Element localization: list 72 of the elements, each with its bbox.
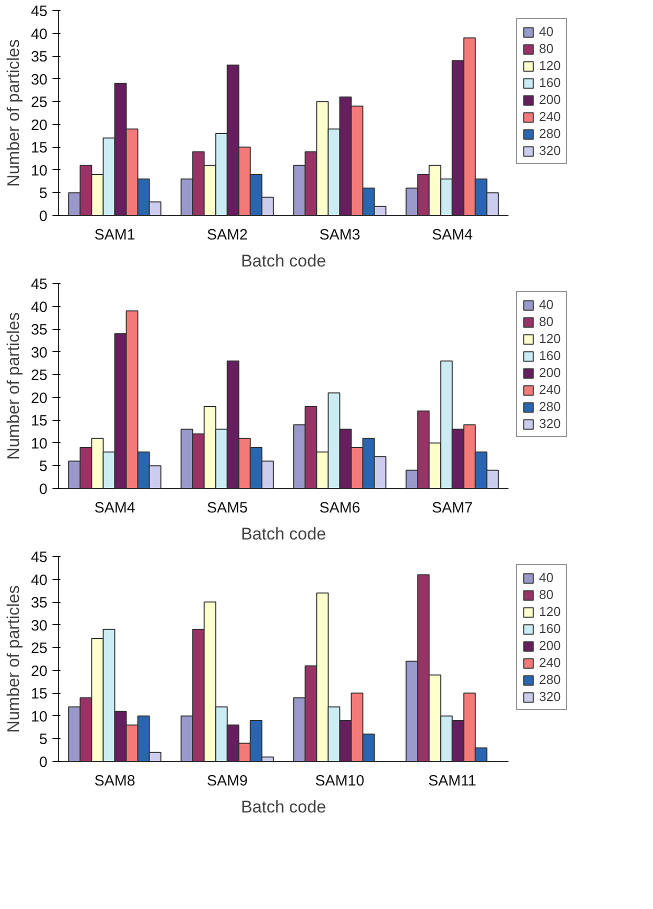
- legend-label: 160: [539, 75, 561, 90]
- y-tick-label: 45: [30, 3, 48, 20]
- y-tick-label: 25: [30, 94, 48, 112]
- legend-label: 280: [539, 126, 561, 141]
- y-tick-label: 5: [39, 185, 48, 202]
- y-tick-label: 5: [39, 731, 48, 748]
- legend-label: 320: [539, 689, 561, 704]
- x-tick-label: SAM9: [206, 772, 248, 790]
- legend-label: 40: [539, 24, 554, 39]
- y-tick-label: 25: [30, 640, 48, 658]
- legend-label: 240: [539, 109, 561, 124]
- legend-label: 40: [539, 297, 554, 312]
- legend-label: 80: [539, 314, 554, 329]
- y-axis-title: Number of particles: [4, 312, 23, 460]
- y-axis-title: Number of particles: [4, 39, 23, 187]
- x-tick-label: SAM8: [94, 772, 136, 790]
- x-tick-label: SAM7: [432, 500, 473, 516]
- y-tick-label: 10: [30, 162, 48, 180]
- x-tick-label: SAM2: [206, 226, 248, 244]
- y-axis-title: Number of particles: [4, 585, 23, 733]
- legend-label: 120: [539, 331, 561, 346]
- y-tick-label: 30: [30, 71, 48, 88]
- y-tick-label: 20: [30, 116, 48, 134]
- legend-label: 200: [539, 638, 561, 653]
- y-tick-label: 15: [30, 412, 48, 430]
- legend-label: 120: [539, 604, 561, 619]
- y-tick-label: 40: [30, 26, 48, 43]
- legend-label: 160: [539, 348, 561, 363]
- y-tick-label: 0: [39, 754, 48, 771]
- legend-label: 160: [539, 621, 561, 636]
- y-tick-label: 20: [30, 662, 48, 680]
- x-tick-label: SAM5: [206, 500, 248, 516]
- x-tick-label: SAM10: [315, 772, 364, 790]
- legend-label: 280: [539, 672, 561, 687]
- y-tick-label: 40: [30, 572, 48, 589]
- y-tick-label: 10: [30, 435, 48, 452]
- y-tick-label: 0: [39, 481, 48, 498]
- y-tick-label: 20: [30, 390, 48, 407]
- legend-label: 240: [539, 655, 561, 670]
- y-tick-label: 30: [30, 344, 48, 362]
- y-tick-label: 35: [30, 322, 48, 339]
- y-tick-label: 5: [39, 458, 48, 476]
- legend-label: 80: [539, 41, 554, 56]
- legend-label: 40: [539, 570, 554, 585]
- y-tick-label: 0: [39, 208, 48, 225]
- y-tick-label: 25: [30, 367, 48, 384]
- x-tick-label: SAM4: [94, 500, 136, 516]
- x-tick-label: SAM4: [432, 226, 473, 244]
- legend-label: 80: [539, 587, 554, 602]
- x-tick-label: SAM1: [94, 226, 136, 244]
- legend-label: 200: [539, 365, 561, 380]
- x-axis-title: Batch code: [240, 798, 326, 816]
- legend-label: 320: [539, 416, 561, 431]
- legend-label: 200: [539, 92, 561, 107]
- y-tick-label: 40: [30, 298, 48, 316]
- y-tick-label: 10: [30, 708, 48, 726]
- x-axis-title: Batch code: [240, 252, 326, 270]
- legend-label: 320: [539, 143, 561, 158]
- legend-label: 280: [539, 399, 561, 414]
- y-tick-label: 15: [30, 140, 48, 157]
- legend-label: 240: [539, 382, 561, 397]
- x-tick-label: SAM3: [319, 226, 360, 244]
- x-tick-label: SAM11: [428, 772, 476, 790]
- y-tick-label: 30: [30, 617, 48, 634]
- x-tick-label: SAM6: [319, 500, 360, 516]
- y-tick-label: 35: [30, 594, 48, 612]
- x-axis-title: Batch code: [240, 524, 326, 544]
- legend-label: 120: [539, 58, 561, 73]
- y-tick-label: 45: [30, 549, 48, 566]
- y-tick-label: 15: [30, 686, 48, 703]
- y-tick-label: 45: [30, 276, 48, 293]
- y-tick-label: 35: [30, 48, 48, 66]
